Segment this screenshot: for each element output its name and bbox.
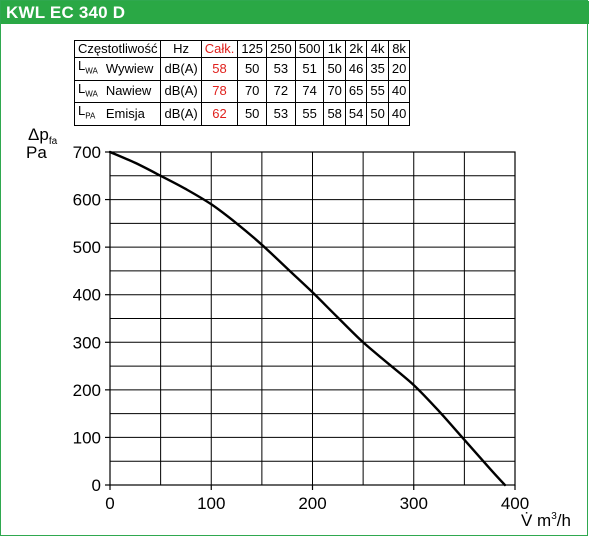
y-tick-label: 700 [73,143,101,162]
product-title: KWL EC 340 D [6,3,126,22]
table-row: LWA Nawiew dB(A) 78 70 72 74 70 65 55 40 [73,79,411,104]
noise-table: Częstotliwość Hz Całk. 125 250 500 1k 2k 4k 8k LWA… [73,40,411,126]
y-tick-label: 100 [73,428,101,447]
row-total: 62 [200,102,239,126]
x-axis-label: V̇ m3/h [521,511,571,530]
x-axis-label-sup: 3 [551,511,557,522]
x-tick-label: 300 [400,494,428,513]
table-cell: 54 [344,102,368,126]
y-axis-unit: Pa [26,143,47,162]
column-header: 8k [387,40,411,58]
table-cell: 50 [237,57,268,81]
y-tick-label: 500 [73,238,101,257]
x-tick-label: 400 [501,494,529,513]
y-tick-label: 300 [73,333,101,352]
row-total: 58 [200,57,239,81]
x-tick-label: 0 [105,494,114,513]
table-header-row: Częstotliwość Hz Całk. 125 250 500 1k 2k 4k 8k [73,40,411,58]
y-axis-label-main: Δp [28,125,49,144]
column-header: 1k [323,40,346,58]
row-unit: dB(A) [160,102,202,126]
y-tick-label: 0 [92,476,101,495]
row-name: Nawiew [102,79,162,104]
y-tick-label: 400 [73,286,101,305]
title-bar: KWL EC 340 D [1,1,589,24]
column-header: 500 [294,40,325,58]
y-tick-label: 200 [73,381,101,400]
column-header: Całk. [200,40,239,58]
y-axis-label-sub: fa [49,136,58,147]
table-cell: 40 [387,102,411,126]
y-tick-label: 600 [73,191,101,210]
y-axis-label: Δpfa [28,125,58,147]
row-symbol-letter: L [78,58,86,73]
row-symbol-letter: L [78,80,86,96]
row-total: 78 [200,79,239,104]
table-row: LWA Wywiew dB(A) 58 50 53 51 50 46 35 20 [73,57,411,81]
column-header: 125 [237,40,268,58]
row-symbol-letter: L [78,103,86,119]
x-axis-label-main: V̇ m [521,511,551,530]
row-symbol-sub: WA [85,66,98,76]
column-header: 250 [266,40,296,58]
column-header: 4k [366,40,389,58]
x-axis-label-tail: /h [557,511,571,530]
x-tick-label: 200 [298,494,326,513]
table-cell: 51 [294,57,325,81]
x-tick-label: 100 [197,494,225,513]
row-symbol: LPA [73,102,103,126]
column-header: Hz [160,40,202,58]
table-row: LPA Emisja dB(A) 62 50 53 55 58 54 50 40 [73,102,411,126]
row-symbol-sub: PA [85,111,96,121]
row-symbol-sub: WA [85,89,98,99]
table-cell: 20 [387,57,411,81]
fan-curve-line [108,150,507,487]
table-cell: 40 [387,79,411,104]
table-cell: 74 [294,79,325,104]
